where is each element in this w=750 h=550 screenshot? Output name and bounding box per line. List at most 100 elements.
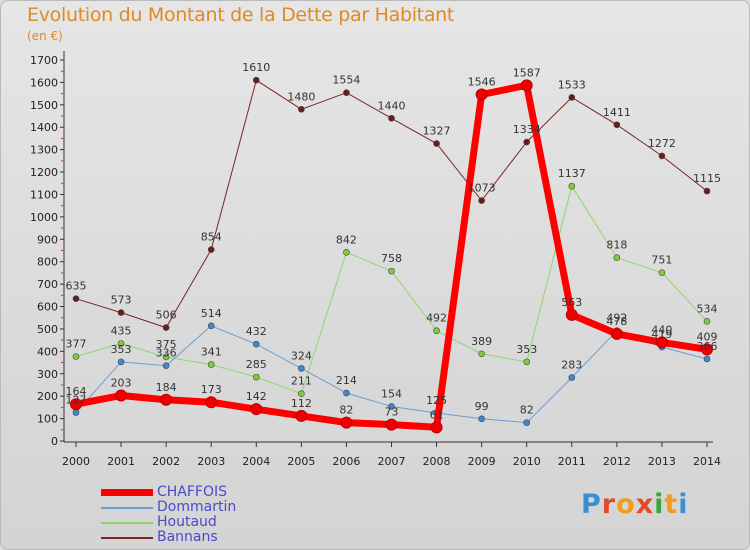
data-label-bannans: 1334 bbox=[513, 123, 541, 136]
y-tick-label: 500 bbox=[37, 323, 58, 336]
x-tick-label: 2009 bbox=[468, 455, 496, 468]
logo-letter: i bbox=[678, 489, 689, 520]
data-label-houtaud: 435 bbox=[111, 325, 132, 338]
data-label-dommartin: 419 bbox=[651, 328, 672, 341]
logo-letter: t bbox=[664, 489, 679, 520]
data-point-chaffois bbox=[340, 416, 353, 429]
data-label-houtaud: 375 bbox=[156, 338, 177, 351]
legend-label-dommartin: Dommartin bbox=[157, 499, 237, 515]
data-label-bannans: 1554 bbox=[332, 74, 360, 87]
legend-swatch-chaffois bbox=[101, 489, 153, 496]
y-tick-label: 400 bbox=[37, 345, 58, 358]
y-tick-label: 1200 bbox=[30, 166, 58, 179]
data-point-houtaud bbox=[523, 358, 531, 366]
data-point-bannans bbox=[703, 187, 711, 195]
data-label-dommartin: 366 bbox=[697, 340, 718, 353]
x-tick-label: 2011 bbox=[558, 455, 586, 468]
data-label-chaffois: 563 bbox=[561, 296, 582, 309]
x-tick-label: 2002 bbox=[152, 455, 180, 468]
y-tick-label: 200 bbox=[37, 390, 58, 403]
data-label-dommartin: 214 bbox=[336, 374, 357, 387]
legend: CHAFFOIS Dommartin Houtaud Bannans bbox=[101, 485, 236, 545]
data-label-houtaud: 377 bbox=[66, 338, 87, 351]
data-point-dommartin bbox=[523, 419, 531, 426]
data-point-dommartin bbox=[207, 322, 215, 330]
data-point-houtaud bbox=[658, 269, 666, 276]
data-label-dommartin: 283 bbox=[561, 359, 582, 372]
logo-letter: o bbox=[616, 489, 636, 520]
data-label-dommartin: 154 bbox=[381, 387, 402, 400]
legend-label-bannans: Bannans bbox=[157, 529, 218, 545]
data-point-houtaud bbox=[298, 390, 305, 398]
y-tick-label: 1100 bbox=[30, 188, 58, 201]
series-line-houtaud bbox=[75, 185, 708, 395]
data-label-dommartin: 324 bbox=[291, 349, 312, 362]
data-point-dommartin bbox=[117, 358, 125, 366]
y-tick-label: 1500 bbox=[30, 99, 58, 112]
data-point-houtaud bbox=[117, 340, 125, 347]
data-label-bannans: 1411 bbox=[603, 106, 631, 119]
proxiti-logo: Proxiti bbox=[581, 489, 689, 520]
x-tick-label: 2012 bbox=[603, 455, 631, 468]
data-label-chaffois: 478 bbox=[606, 315, 627, 328]
data-label-dommartin: 336 bbox=[156, 347, 177, 360]
logo-letter: x bbox=[635, 489, 655, 520]
y-tick-label: 100 bbox=[37, 413, 58, 426]
x-tick-label: 2010 bbox=[513, 455, 541, 468]
data-label-chaffois: 142 bbox=[246, 390, 267, 403]
data-label-chaffois: 1587 bbox=[513, 66, 541, 79]
data-label-chaffois: 61 bbox=[430, 408, 444, 421]
x-tick-label: 2008 bbox=[423, 455, 451, 468]
legend-swatch-dommartin bbox=[101, 506, 153, 509]
data-label-chaffois: 203 bbox=[111, 377, 132, 390]
data-label-chaffois: 73 bbox=[385, 406, 399, 419]
data-point-bannans bbox=[343, 89, 350, 97]
data-label-houtaud: 534 bbox=[697, 302, 718, 315]
data-point-chaffois bbox=[520, 79, 533, 92]
x-tick-label: 2005 bbox=[287, 455, 315, 468]
y-tick-label: 1600 bbox=[30, 76, 58, 89]
data-point-chaffois bbox=[70, 398, 82, 411]
x-tick-label: 2004 bbox=[242, 455, 270, 468]
data-label-bannans: 1440 bbox=[378, 99, 406, 112]
data-point-dommartin bbox=[72, 409, 80, 416]
data-label-houtaud: 758 bbox=[381, 252, 402, 265]
data-point-houtaud bbox=[162, 353, 170, 361]
data-label-chaffois: 164 bbox=[66, 385, 87, 398]
data-label-dommartin: 492 bbox=[606, 312, 627, 325]
data-point-chaffois bbox=[475, 88, 488, 101]
data-label-dommartin: 353 bbox=[111, 343, 132, 356]
data-point-houtaud bbox=[207, 361, 215, 368]
unit-label: (en €) bbox=[27, 29, 63, 43]
data-point-houtaud bbox=[703, 318, 711, 325]
y-tick-label: 800 bbox=[37, 256, 58, 269]
data-point-houtaud bbox=[433, 327, 440, 335]
data-label-bannans: 1115 bbox=[693, 172, 721, 185]
data-label-bannans: 506 bbox=[156, 309, 177, 322]
data-label-bannans: 1610 bbox=[242, 61, 270, 74]
data-point-bannans bbox=[523, 138, 531, 146]
data-label-houtaud: 341 bbox=[201, 346, 222, 359]
data-label-dommartin: 82 bbox=[520, 404, 534, 417]
y-tick-label: 1400 bbox=[30, 121, 58, 134]
legend-item-dommartin: Dommartin bbox=[101, 500, 236, 515]
data-point-dommartin bbox=[388, 403, 395, 410]
data-point-dommartin bbox=[478, 415, 485, 423]
data-label-dommartin: 125 bbox=[426, 394, 447, 407]
data-point-chaffois bbox=[160, 393, 173, 406]
data-point-bannans bbox=[162, 324, 170, 331]
data-point-houtaud bbox=[613, 254, 621, 261]
data-label-dommartin: 127 bbox=[66, 394, 87, 407]
data-label-houtaud: 492 bbox=[426, 312, 447, 325]
legend-swatch-houtaud bbox=[101, 521, 153, 524]
data-label-houtaud: 751 bbox=[651, 254, 672, 267]
y-tick-label: 700 bbox=[37, 278, 58, 291]
legend-item-bannans: Bannans bbox=[101, 530, 236, 545]
data-label-chaffois: 82 bbox=[339, 404, 353, 417]
data-point-dommartin bbox=[298, 365, 305, 372]
data-label-chaffois: 409 bbox=[697, 330, 718, 343]
data-point-bannans bbox=[433, 140, 440, 147]
data-label-houtaud: 285 bbox=[246, 358, 267, 371]
data-point-chaffois bbox=[205, 396, 218, 409]
